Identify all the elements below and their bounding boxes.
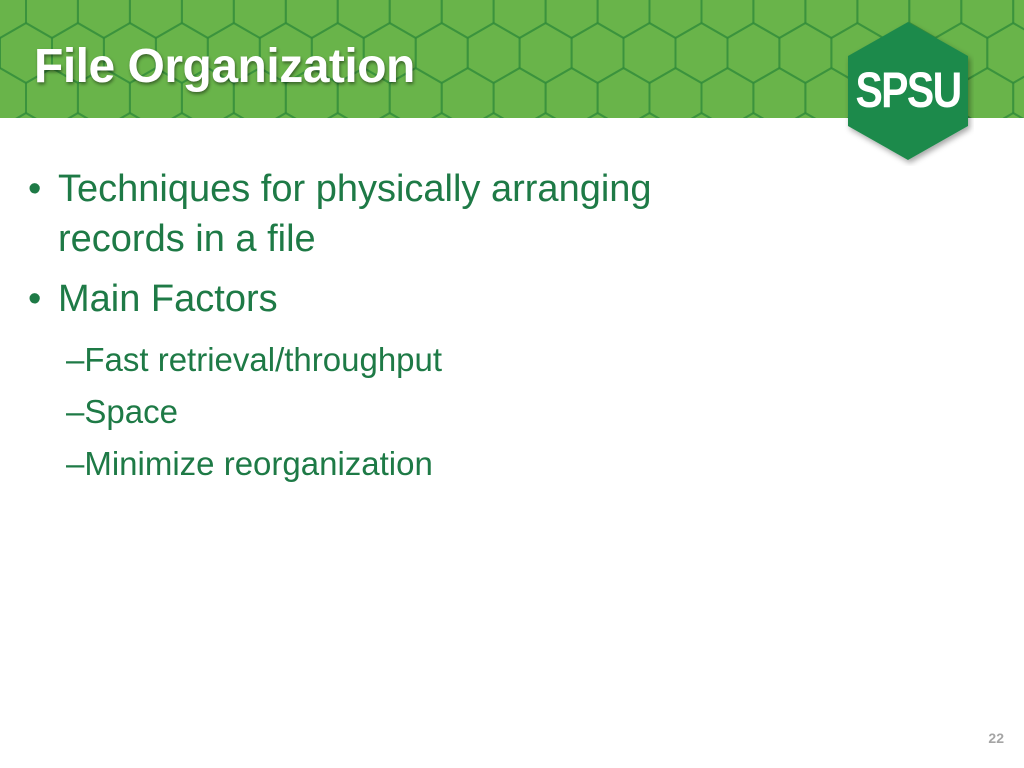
hexagon-cell [336, 0, 391, 40]
hexagon-cell [596, 0, 651, 40]
hexagon-cell [1012, 75, 1024, 118]
sub-bullet-marker: – [66, 341, 85, 378]
hexagon-cell [794, 111, 817, 118]
sub-bullet-marker: – [66, 445, 85, 482]
hexagon-cell [466, 21, 521, 85]
hexagon-cell [284, 0, 339, 40]
hexagon-cell [76, 0, 131, 40]
hexagon-cell [518, 21, 573, 85]
hexagon-cell [690, 111, 713, 118]
hexagon-cell [440, 0, 495, 40]
logo-text: SPSU [855, 62, 962, 118]
hexagon-cell [586, 111, 609, 118]
hexagon-cell [67, 111, 89, 118]
sub-bullet-marker: – [66, 393, 85, 430]
hexagon-cell [414, 21, 469, 85]
hexagon-cell [15, 111, 37, 118]
hexagon-cell [327, 111, 349, 118]
hexagon-cell [0, 66, 27, 118]
sub-bullet-text: Minimize reorganization [84, 445, 433, 482]
bullet-line: Techniques for physically arranging [58, 168, 652, 210]
hexagon-cell [492, 66, 547, 118]
hexagon-badge-icon [848, 22, 968, 160]
hexagon-cell [1012, 0, 1024, 31]
slide-title: File Organization [34, 40, 415, 93]
bullet-line: records in a file [58, 218, 316, 260]
hexagon-cell [534, 111, 557, 118]
hexagon-cell [544, 66, 599, 118]
hexagon-cell [752, 66, 807, 118]
hexagon-cell [128, 0, 183, 40]
hexagon-cell [986, 21, 1024, 85]
hexagon-cell [674, 21, 729, 85]
hexagon-cell [482, 111, 505, 118]
spsu-logo: SPSU [842, 18, 974, 166]
hexagon-cell [778, 21, 833, 85]
hexagon-cell [638, 111, 661, 118]
bullet-main-factors: • Main Factors [28, 274, 788, 324]
hexagon-pattern [0, 0, 1024, 118]
page-number: 22 [988, 730, 1004, 746]
sub-bullet-minimize-reorganization: –Minimize reorganization [28, 438, 788, 490]
hexagon-cell [1002, 111, 1024, 118]
sub-bullet-fast-retrieval: –Fast retrieval/throughput [28, 334, 788, 386]
sub-bullet-space: –Space [28, 386, 788, 438]
hexagon-cell [180, 0, 235, 40]
hexagon-cell [440, 66, 495, 118]
hexagon-cell [648, 0, 703, 40]
hexagon-cell [752, 0, 807, 40]
sub-bullet-text: Fast retrieval/throughput [84, 341, 443, 378]
hexagon-cell [544, 0, 599, 40]
hexagon-cell [596, 66, 651, 118]
hexagon-cell [119, 111, 141, 118]
hexagon-cell [742, 111, 765, 118]
hexagon-cell [275, 111, 297, 118]
hexagon-cell [648, 66, 703, 118]
hexagon-cell [726, 21, 781, 85]
hexagon-cell [622, 21, 677, 85]
hexagon-cell [232, 0, 287, 40]
hexagon-cell [0, 0, 27, 40]
hexagon-cell [492, 0, 547, 40]
hexagon-cell [223, 111, 245, 118]
hexagon-cell [25, 0, 79, 40]
bullet-marker: • [28, 278, 42, 320]
hexagon-cell [388, 0, 443, 40]
hexagon-cell [171, 111, 193, 118]
bullet-techniques: • Techniques for physically arranging re… [28, 164, 788, 264]
hexagon-cell [570, 21, 625, 85]
sub-bullet-text: Space [84, 393, 178, 430]
bullet-line: Main Factors [58, 278, 278, 320]
hexagon-cell [700, 66, 755, 118]
hexagon-cell [700, 0, 755, 40]
slide-body: • Techniques for physically arranging re… [28, 164, 788, 490]
hexagon-cell [431, 111, 453, 118]
hexagon-cell [379, 111, 401, 118]
bullet-marker: • [28, 168, 42, 210]
